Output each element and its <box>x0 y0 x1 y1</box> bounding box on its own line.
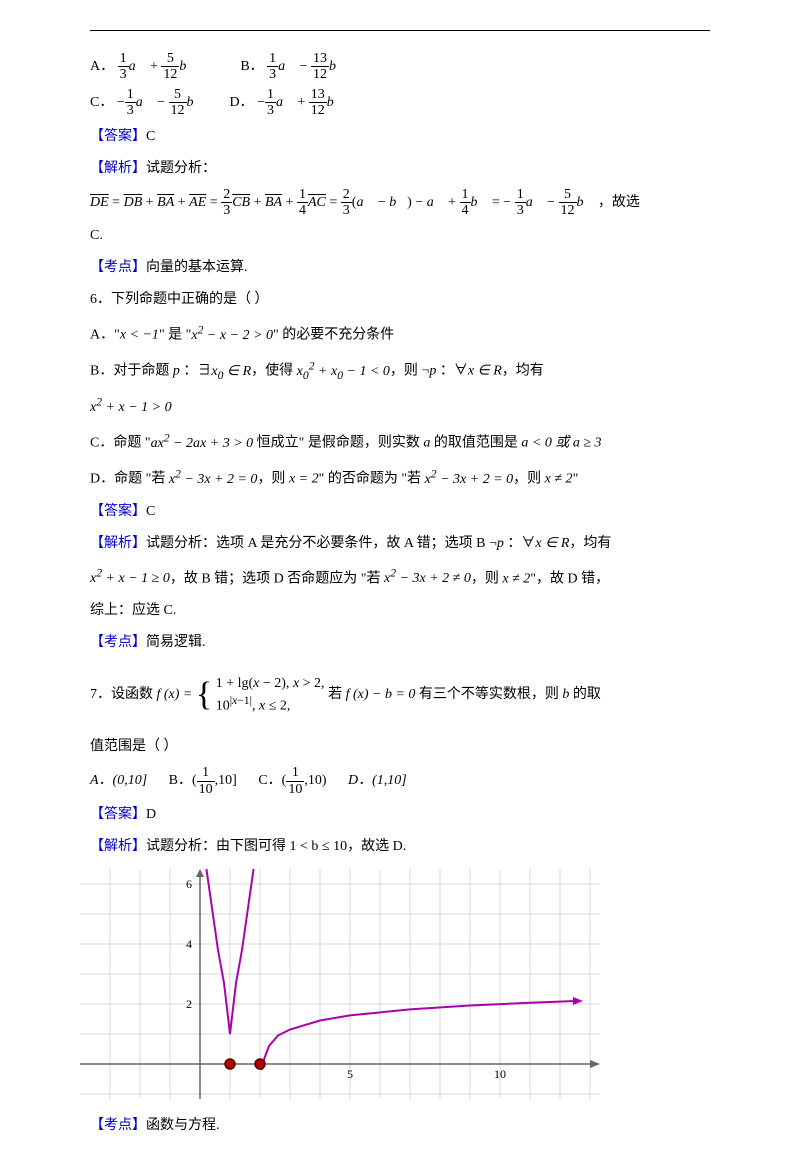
q7-stem: 7．设函数 f (x) = { 1 + lg(x − 2), x > 2, 10… <box>90 661 710 729</box>
q6-kaodian: 【考点】简易逻辑. <box>90 629 710 657</box>
label-D: D． <box>229 95 253 110</box>
jiexi-text: 试题分析： <box>146 161 216 176</box>
page: A． 13a⃗ + 512b⃗ B． 13a⃗ − 1312b⃗ C． −13a… <box>0 0 800 1174</box>
svg-text:2: 2 <box>186 997 192 1011</box>
svg-text:5: 5 <box>347 1067 353 1081</box>
frac-C1: 13 <box>125 87 136 119</box>
q5-derivation: DE = DB + BA + AE = 23CB + BA + 14AC = 2… <box>90 187 710 219</box>
frac-B2: 1312 <box>311 51 329 83</box>
frac-A1: 13 <box>118 51 129 83</box>
label-C: C． <box>90 95 113 110</box>
label-A: A． <box>90 59 114 74</box>
q5-jiexi-head: 【解析】试题分析： <box>90 155 710 183</box>
jiexi-label: 【解析】 <box>90 161 146 176</box>
q6-jiexi-1: 【解析】试题分析：选项 A 是充分不必要条件，故 A 错；选项 B ¬p ：∀x… <box>90 530 710 558</box>
q6-stem: 6．下列命题中正确的是（ ） <box>90 286 710 314</box>
function-chart: 5 10 2 4 6 <box>80 869 600 1099</box>
q6-B-expr: x2 + x − 1 > 0 <box>90 391 710 423</box>
q6-D: D．命题 "若 x2 − 3x + 2 = 0，则 x = 2" 的否命题为 "… <box>90 462 710 494</box>
frac-C2: 512 <box>169 87 187 119</box>
q6-A: A．"x < −1" 是 "x2 − x − 2 > 0" 的必要不充分条件 <box>90 318 710 350</box>
frac-D1: 13 <box>265 87 276 119</box>
frac-D2: 1312 <box>309 87 327 119</box>
svg-text:4: 4 <box>186 937 192 951</box>
svg-text:10: 10 <box>494 1067 506 1081</box>
q5-tail-c: C. <box>90 222 710 250</box>
q7-kaodian: 【考点】函数与方程. <box>90 1112 710 1140</box>
q5-answer: 【答案】C <box>90 123 710 151</box>
kd-text: 向量的基本运算. <box>146 260 248 275</box>
q7-jiexi: 【解析】试题分析：由下图可得 1 < b ≤ 10，故选 D. <box>90 833 710 861</box>
q5-kaodian: 【考点】向量的基本运算. <box>90 254 710 282</box>
ans-label: 【答案】 <box>90 129 146 144</box>
q7-options: A．(0,10] B．(110,10] C．(110,10) D．(1,10] <box>90 765 710 797</box>
label-B: B． <box>240 59 263 74</box>
top-rule <box>90 30 710 31</box>
q5-options-2: C． −13a⃗ − 512b⃗ D． −13a⃗ + 1312b⃗ <box>90 87 710 119</box>
kd-label: 【考点】 <box>90 260 146 275</box>
q6-C: C．命题 "ax2 − 2ax + 3 > 0 恒成立" 是假命题，则实数 a … <box>90 426 710 458</box>
q6-jiexi-3: 综上：应选 C. <box>90 597 710 625</box>
q6-answer: 【答案】C <box>90 498 710 526</box>
ans-val: C <box>146 129 155 144</box>
q7-answer: 【答案】D <box>90 801 710 829</box>
svg-text:6: 6 <box>186 877 192 891</box>
q7-stem2: 值范围是（ ） <box>90 733 710 761</box>
tail: ，故选 <box>598 195 640 210</box>
frac-B1: 13 <box>267 51 278 83</box>
q5-options-1: A． 13a⃗ + 512b⃗ B． 13a⃗ − 1312b⃗ <box>90 51 710 83</box>
frac-A2: 512 <box>161 51 179 83</box>
q6-jiexi-2: x2 + x − 1 ≥ 0，故 B 错；选项 D 否命题应为 "若 x2 − … <box>90 562 710 594</box>
q6-B: B．对于命题 p ：∃x0 ∈ R，使得 x02 + x0 − 1 < 0，则 … <box>90 354 710 387</box>
